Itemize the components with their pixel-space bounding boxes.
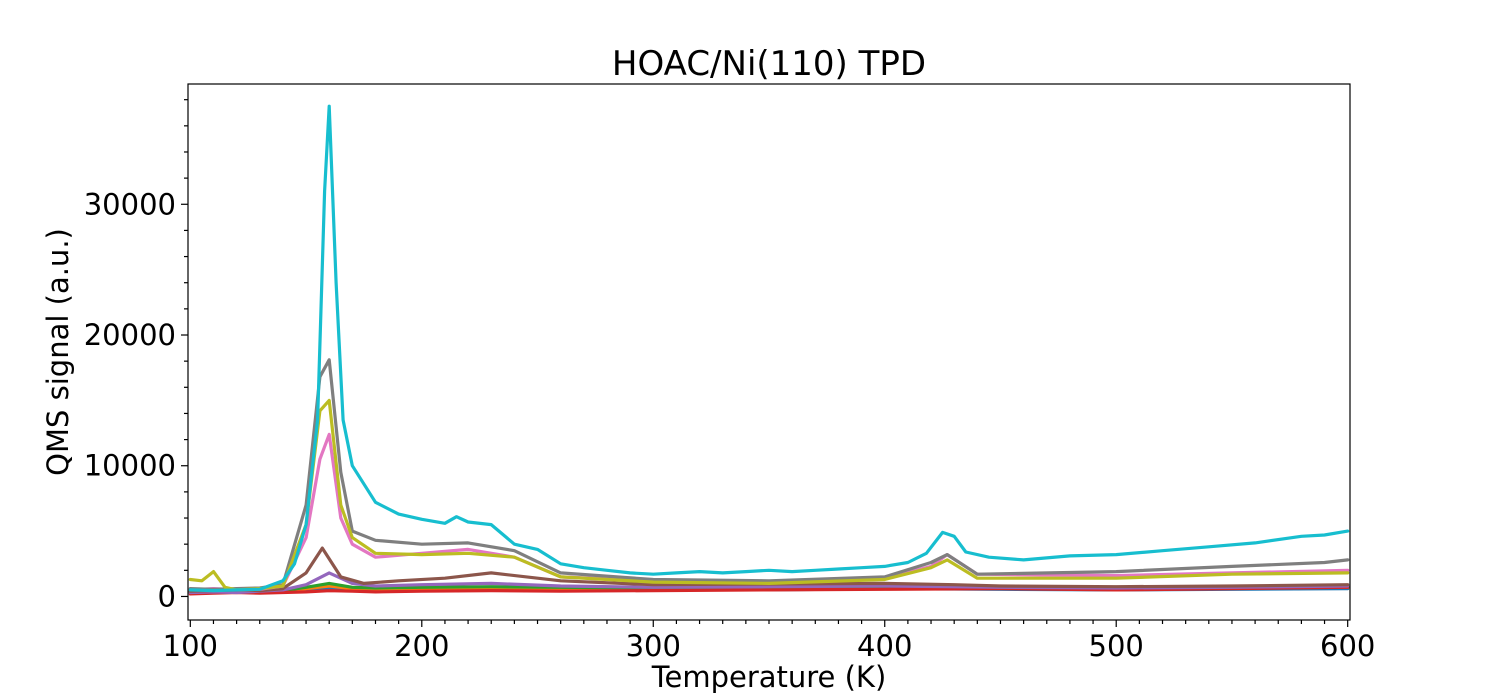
chart-title: HOAC/Ni(110) TPD xyxy=(612,44,926,84)
x-tick-label: 600 xyxy=(1320,629,1375,663)
plot-frame xyxy=(187,83,1351,621)
y-tick-label: 0 xyxy=(158,579,176,613)
series-line-6 xyxy=(188,546,1350,593)
y-axis: 0 10000 20000 30000 xyxy=(84,99,188,613)
series-group xyxy=(188,104,1350,596)
y-tick-label: 10000 xyxy=(84,449,176,483)
series-line-10 xyxy=(188,104,1350,593)
plot-area xyxy=(187,83,1351,621)
y-tick-label: 30000 xyxy=(84,187,176,221)
x-tick-label: 100 xyxy=(163,629,218,663)
x-tick-label: 500 xyxy=(1089,629,1144,663)
series-line-7 xyxy=(188,432,1350,592)
y-axis-label: QMS signal (a.u.) xyxy=(41,228,75,476)
x-tick-label: 300 xyxy=(626,629,681,663)
x-tick-label: 200 xyxy=(394,629,449,663)
x-axis-label: Temperature (K) xyxy=(651,660,887,694)
series-line-8 xyxy=(188,358,1350,591)
y-tick-label: 20000 xyxy=(84,318,176,352)
x-axis: 100 200 300 400 500 600 xyxy=(163,620,1375,663)
x-tick-label: 400 xyxy=(857,629,912,663)
series-line-9 xyxy=(188,398,1350,592)
